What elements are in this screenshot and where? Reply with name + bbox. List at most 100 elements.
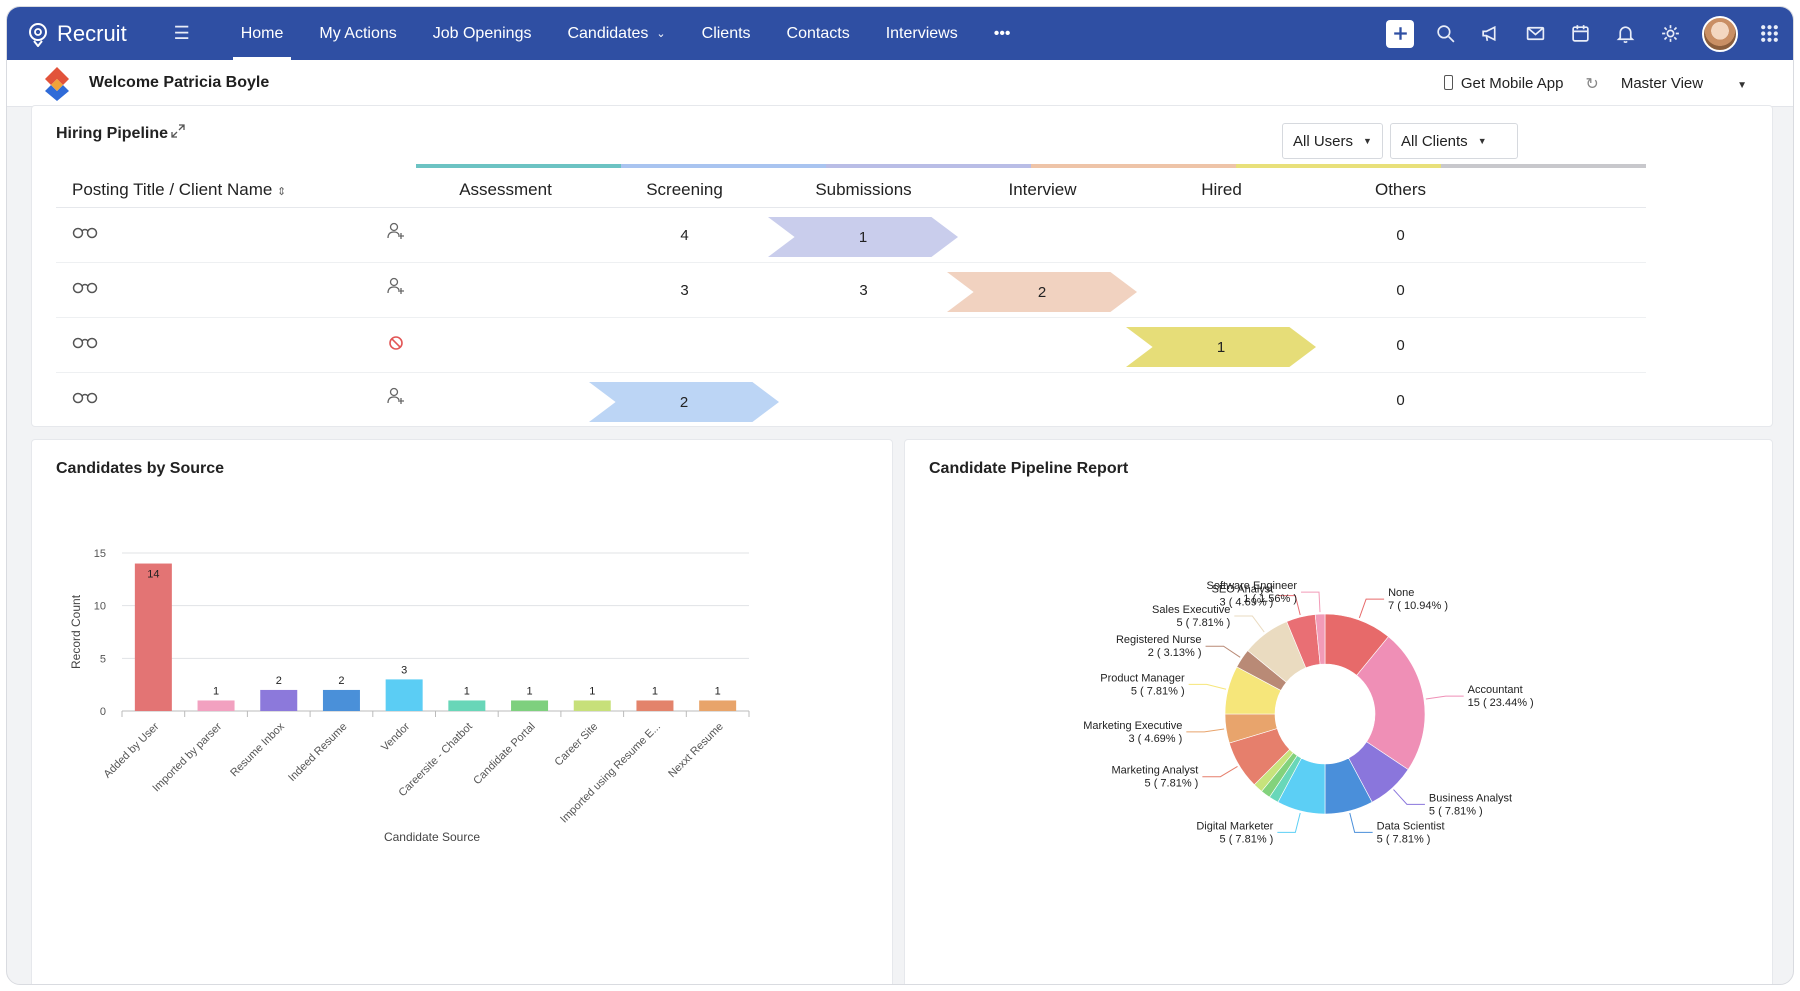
hiring-pipeline-card: Hiring Pipeline All Users ▼ All Clients ▼ …: [31, 105, 1773, 427]
posting-title-sort-header[interactable]: Posting Title / Client Name ⇕: [72, 180, 286, 200]
bar-value-label: 1: [526, 685, 532, 697]
x-tick-label: Indeed Resume: [286, 721, 349, 784]
gear-icon[interactable]: [1657, 20, 1684, 47]
slice-value-label: 3 ( 4.69% ): [1129, 733, 1183, 745]
brand[interactable]: Recruit: [25, 21, 127, 47]
bar-career-site[interactable]: [573, 700, 611, 711]
bell-icon[interactable]: [1612, 20, 1639, 47]
slice-value-label: 5 ( 7.81% ): [1377, 833, 1431, 845]
bar-indeed-resume[interactable]: [322, 689, 360, 711]
slice-label: Sales Executive: [1152, 604, 1230, 616]
slice-label: Software Engineer: [1207, 580, 1298, 592]
stage-count-others[interactable]: 0: [1396, 392, 1405, 409]
tab-label: My Actions: [319, 24, 397, 42]
stage-count-others[interactable]: 0: [1396, 337, 1405, 354]
tab-candidates[interactable]: Candidates ⌄: [549, 7, 683, 60]
stage-count-badge[interactable]: 2: [589, 382, 779, 422]
blocked-icon[interactable]: [386, 331, 406, 351]
bar-value-label: 1: [589, 685, 595, 697]
get-mobile-app-label: Get Mobile App: [1460, 75, 1564, 92]
stage-count-badge[interactable]: 1: [768, 217, 958, 257]
search-icon[interactable]: [1432, 20, 1459, 47]
x-tick-label: Nexxt Resume: [666, 721, 725, 780]
add-user-icon[interactable]: [386, 221, 406, 241]
get-mobile-app-link[interactable]: Get Mobile App: [1443, 75, 1564, 92]
app-window: Recruit ☰ Home My Actions Job Openings Cand…: [6, 6, 1794, 985]
bar-resume-inbox[interactable]: [260, 689, 298, 711]
hiring-pipeline-title: Hiring Pipeline: [56, 125, 169, 142]
stage-count-badge[interactable]: 1: [1126, 327, 1316, 367]
users-filter-dropdown[interactable]: All Users ▼: [1282, 123, 1383, 159]
slice-label: SEO Analyst: [1212, 584, 1274, 596]
header-actions: [1386, 7, 1783, 60]
add-user-icon[interactable]: [386, 386, 406, 406]
hamburger-menu-icon[interactable]: ☰: [173, 23, 190, 43]
stage-count-submissions[interactable]: 3: [859, 282, 868, 299]
bar-value-label: 1: [715, 685, 721, 697]
stage-count-badge[interactable]: 2: [947, 272, 1137, 312]
x-tick-label: Imported using Resume E...: [558, 721, 663, 826]
bar-nexxt-resume[interactable]: [699, 700, 737, 711]
mail-icon[interactable]: [1522, 20, 1549, 47]
stage-count-screening[interactable]: 4: [680, 227, 689, 244]
slice-leader-line: [1277, 812, 1301, 833]
binoculars-icon: [72, 337, 98, 349]
bar-careersite-chatbot[interactable]: [448, 700, 486, 711]
y-tick-label: 0: [100, 706, 106, 718]
clients-filter-label: All Clients: [1401, 132, 1468, 150]
tab-contacts[interactable]: Contacts: [769, 7, 868, 60]
main-tabs: Home My Actions Job Openings Candidates ⌄ Cli…: [223, 7, 1029, 60]
clients-filter-dropdown[interactable]: All Clients ▼: [1390, 123, 1518, 159]
tab-label: Candidates: [567, 24, 649, 42]
slice-label: Registered Nurse: [1116, 634, 1202, 646]
calendar-icon[interactable]: [1567, 20, 1594, 47]
slice-value-label: 2 ( 3.13% ): [1148, 647, 1202, 659]
add-user-icon[interactable]: [386, 276, 406, 296]
tab-my-actions[interactable]: My Actions: [301, 7, 414, 60]
users-filter-label: All Users: [1293, 132, 1354, 150]
tab-job-openings[interactable]: Job Openings: [415, 7, 550, 60]
chevron-down-icon: ▼: [1477, 136, 1487, 146]
bar-imported-using-resume-e[interactable]: [636, 700, 674, 711]
stage-count-screening[interactable]: 3: [680, 282, 689, 299]
tab-interviews[interactable]: Interviews: [868, 7, 976, 60]
megaphone-icon[interactable]: [1477, 20, 1504, 47]
stage-count-others[interactable]: 0: [1396, 282, 1405, 299]
tab-home[interactable]: Home: [223, 7, 302, 60]
slice-leader-line: [1234, 615, 1265, 633]
bar-candidate-portal[interactable]: [511, 700, 549, 711]
pipeline-header-row: Posting Title / Client Name ⇕ Assessment…: [56, 168, 1646, 208]
expand-icon[interactable]: [170, 123, 186, 139]
top-navigation: Recruit ☰ Home My Actions Job Openings Cand…: [7, 7, 1793, 60]
tab-clients[interactable]: Clients: [684, 7, 769, 60]
stage-header-submissions: Submissions: [815, 180, 912, 199]
bar-added-by-user[interactable]: [134, 563, 172, 711]
bar-value-label: 2: [276, 675, 282, 687]
slice-value-label: 15 ( 23.44% ): [1468, 697, 1534, 709]
plus-icon[interactable]: [1386, 19, 1414, 48]
slice-value-label: 5 ( 7.81% ): [1429, 805, 1483, 817]
bar-value-label: 1: [652, 685, 658, 697]
stage-count-others[interactable]: 0: [1396, 227, 1405, 244]
candidates-by-source-card: Candidates by Source 0 5 10 15 Record Count 1…: [31, 439, 893, 984]
slice-software-engineer[interactable]: [1314, 613, 1326, 665]
avatar[interactable]: [1702, 15, 1738, 52]
chevron-down-icon: ▼: [1737, 80, 1747, 91]
view-selector[interactable]: Master View ▼: [1621, 75, 1747, 92]
phone-icon: [1443, 75, 1453, 90]
refresh-icon[interactable]: ↻: [1585, 75, 1599, 93]
apps-grid-icon[interactable]: [1756, 20, 1783, 47]
welcome-actions: Get Mobile App ↻ Master View ▼: [1443, 60, 1747, 107]
more-tabs-icon[interactable]: •••: [976, 7, 1029, 60]
bar-imported-by-parser[interactable]: [197, 700, 235, 711]
bar-vendor[interactable]: [385, 679, 423, 711]
stage-color-bars: [416, 164, 1646, 168]
x-tick-label: Added by User: [102, 720, 162, 780]
slice-label: Product Manager: [1100, 672, 1185, 684]
bar-value-label: 1: [464, 685, 470, 697]
slice-accountant[interactable]: [1356, 636, 1426, 770]
slice-label: Accountant: [1468, 684, 1523, 696]
